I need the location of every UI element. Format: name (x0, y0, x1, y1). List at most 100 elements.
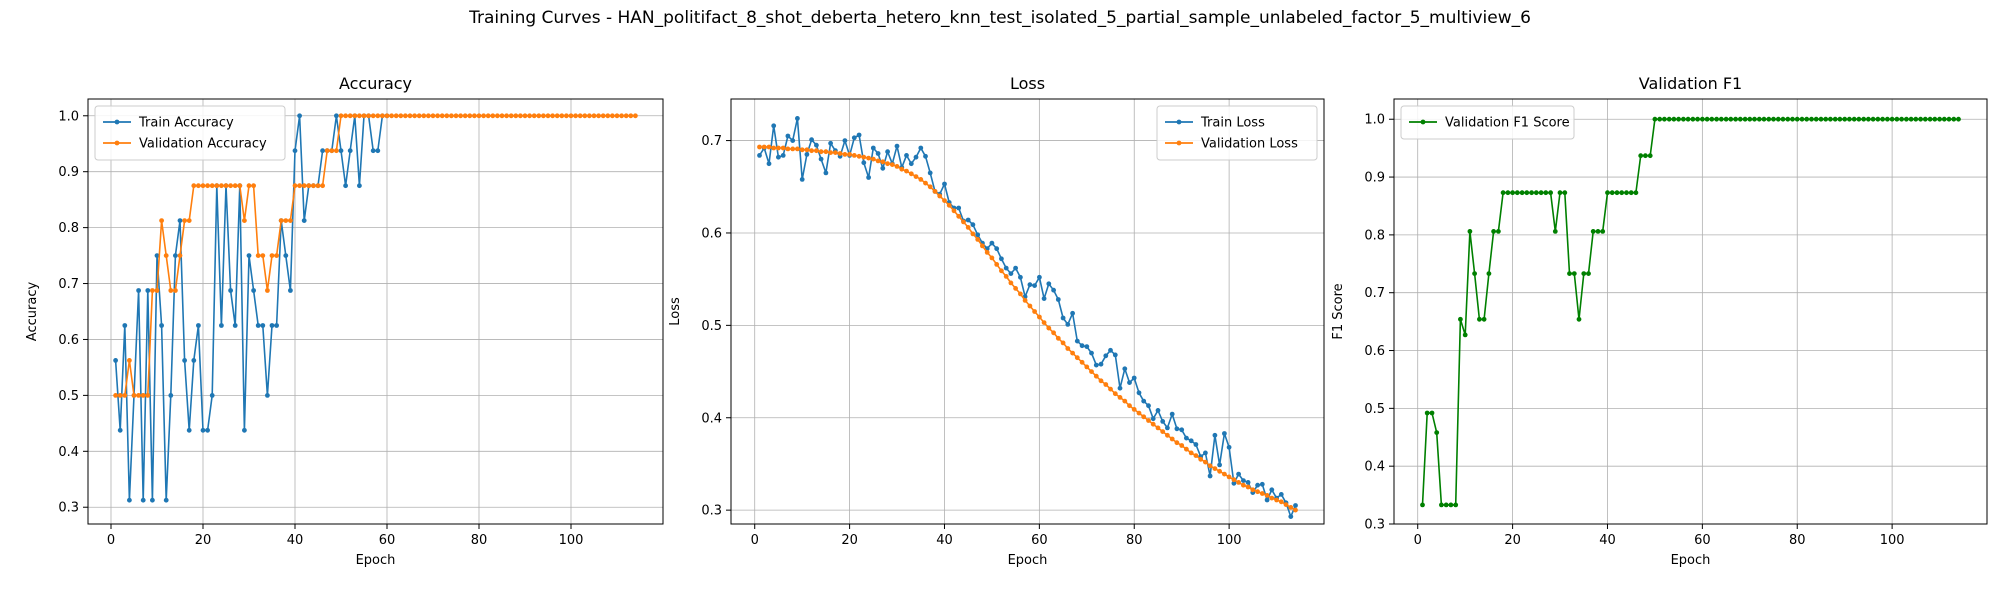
data-point (1122, 366, 1128, 372)
data-point (856, 132, 862, 138)
data-point (343, 113, 348, 119)
data-point (260, 323, 266, 328)
x-tick-label: 80 (1126, 533, 1143, 548)
data-point (219, 183, 224, 189)
data-point (1093, 362, 1099, 368)
data-point (1571, 271, 1577, 276)
data-point (136, 393, 142, 398)
plot-frame (87, 98, 664, 525)
figure-title: Training Curves - HAN_politifact_8_shot_… (469, 8, 1531, 28)
x-tick-label: 0 (107, 533, 115, 548)
plot-frame (730, 98, 1325, 525)
data-point (1600, 229, 1606, 234)
y-tick-label: 0.9 (1364, 171, 1385, 186)
data-point (1918, 116, 1923, 122)
data-point (1112, 391, 1118, 397)
data-point (1217, 462, 1222, 468)
y-tick-label: 0.7 (1364, 286, 1385, 301)
data-point (154, 253, 160, 258)
data-point (283, 218, 289, 224)
data-point (439, 113, 445, 119)
data-point (380, 113, 385, 119)
data-point (605, 113, 611, 119)
data-point (942, 181, 947, 187)
data-point (1150, 421, 1156, 427)
data-point (823, 149, 829, 155)
data-point (1932, 116, 1938, 122)
data-point (1184, 446, 1189, 452)
data-point (375, 148, 381, 154)
data-point (1500, 190, 1506, 196)
data-point (246, 253, 252, 258)
data-point (1505, 190, 1511, 196)
data-point (126, 497, 132, 503)
data-point (301, 183, 307, 189)
data-point (1590, 229, 1596, 234)
data-point (1037, 314, 1042, 320)
data-point (1424, 410, 1430, 416)
data-point (200, 183, 206, 189)
data-point (1496, 229, 1501, 234)
data-point (274, 323, 279, 328)
data-point (1472, 271, 1477, 276)
data-point (1217, 468, 1222, 474)
data-point (1828, 116, 1833, 122)
data-point (923, 180, 928, 186)
data-point (1245, 480, 1251, 485)
data-point (191, 358, 197, 363)
data-point (196, 323, 201, 328)
data-point (1752, 116, 1757, 122)
data-point (145, 288, 151, 293)
subplot-title: Validation F1 (1639, 74, 1742, 93)
data-point (628, 113, 634, 119)
data-point (117, 427, 123, 433)
data-point (518, 113, 523, 119)
data-point (1169, 436, 1175, 442)
data-point (467, 113, 473, 119)
x-tick-label: 100 (1880, 533, 1905, 548)
data-point (923, 153, 928, 159)
data-point (384, 113, 390, 119)
data-point (1174, 440, 1180, 446)
data-point (1141, 398, 1147, 404)
legend-label: Train Accuracy (138, 116, 234, 131)
data-point (1027, 282, 1033, 288)
x-tick-label: 80 (471, 533, 488, 548)
data-point (251, 288, 256, 293)
data-point (961, 219, 966, 225)
data-point (1609, 190, 1615, 196)
data-point (1146, 418, 1151, 423)
y-tick-label: 0.3 (701, 504, 722, 519)
data-point (228, 183, 234, 189)
data-point (1037, 274, 1042, 280)
data-point (1614, 190, 1620, 196)
x-axis-label: Epoch (1008, 553, 1048, 568)
data-point (776, 154, 781, 160)
y-tick-label: 0.4 (58, 445, 79, 460)
data-point (416, 113, 422, 119)
x-tick-label: 80 (1789, 533, 1806, 548)
data-point (899, 166, 905, 172)
data-point (1842, 116, 1848, 122)
data-point (804, 152, 810, 157)
data-point (880, 165, 886, 171)
data-point (1543, 190, 1549, 196)
data-point (837, 151, 843, 156)
x-tick-label: 60 (1031, 533, 1048, 548)
data-point (1013, 265, 1018, 271)
data-point (1552, 229, 1558, 234)
subplot-title: Loss (1010, 74, 1045, 93)
data-point (1809, 116, 1814, 122)
data-point (761, 144, 767, 150)
data-point (334, 148, 339, 154)
data-point (1761, 116, 1767, 122)
y-tick-label: 1.0 (1364, 113, 1385, 128)
data-point (255, 253, 261, 258)
data-point (851, 135, 857, 141)
data-point (1813, 116, 1819, 122)
data-point (975, 232, 981, 238)
data-point (908, 171, 914, 177)
data-point (1093, 373, 1099, 379)
data-point (117, 393, 123, 398)
data-point (1538, 190, 1544, 196)
